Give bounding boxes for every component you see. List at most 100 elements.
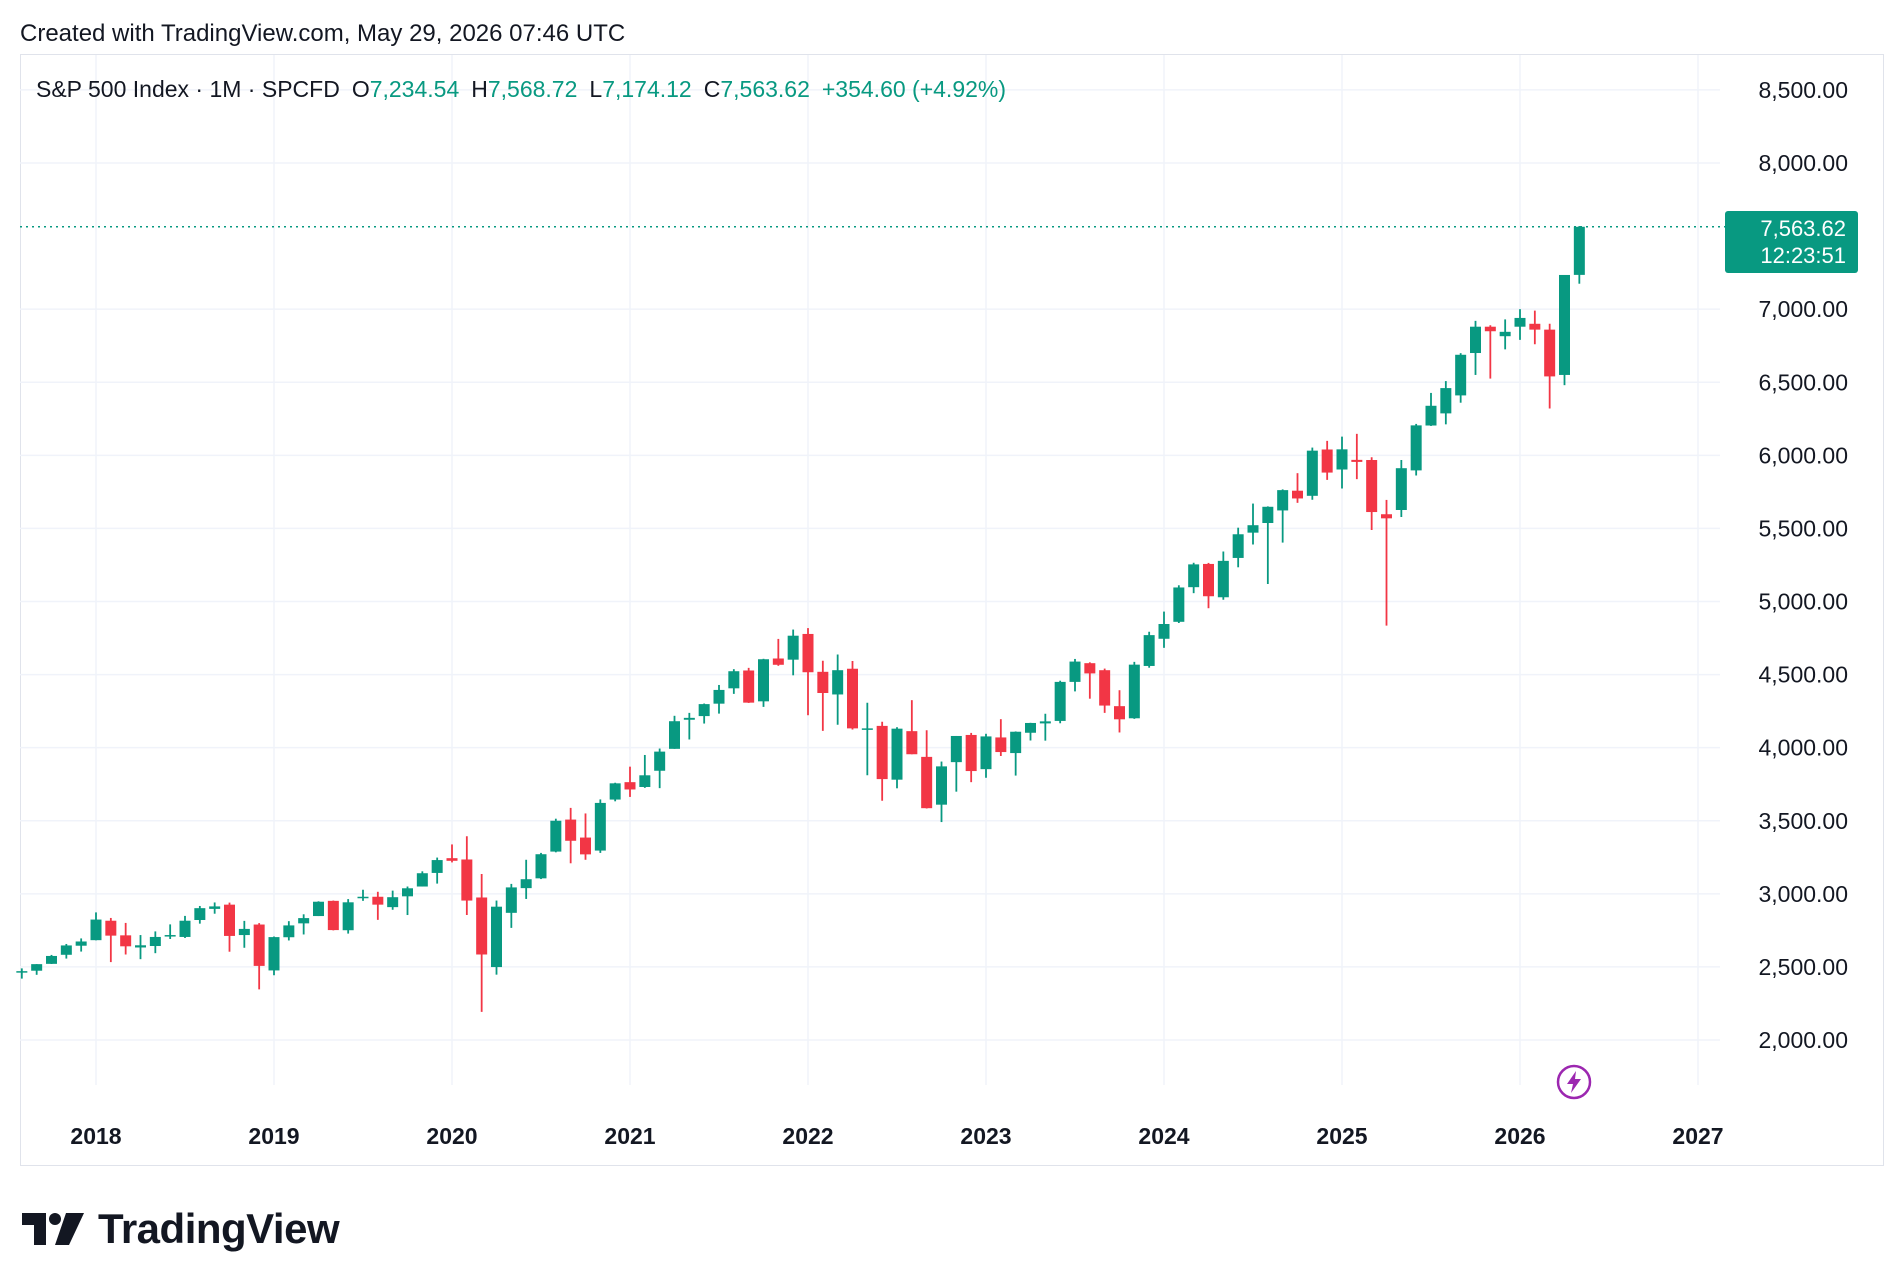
candle-up[interactable] <box>1143 631 1155 668</box>
candle-up[interactable] <box>31 964 43 975</box>
candle-up[interactable] <box>1069 658 1081 692</box>
candle-up[interactable] <box>164 924 176 939</box>
candle-up[interactable] <box>46 954 57 964</box>
candle-up[interactable] <box>1440 381 1452 425</box>
candle-down[interactable] <box>372 891 384 920</box>
candle-down[interactable] <box>1529 310 1541 345</box>
candle-up[interactable] <box>416 871 428 887</box>
candle-down[interactable] <box>1203 562 1214 609</box>
candle-down[interactable] <box>995 719 1007 756</box>
candle-up[interactable] <box>1262 506 1274 584</box>
candle-up[interactable] <box>758 658 769 707</box>
candle-up[interactable] <box>60 943 72 959</box>
candle-up[interactable] <box>936 761 947 823</box>
candle-up[interactable] <box>1559 274 1570 386</box>
candle-up[interactable] <box>1173 585 1185 623</box>
candle-down[interactable] <box>965 732 977 783</box>
candle-up[interactable] <box>535 852 547 880</box>
candle-up[interactable] <box>1054 680 1066 724</box>
candle-down[interactable] <box>1292 473 1303 503</box>
candle-up[interactable] <box>387 890 399 910</box>
candle-up[interactable] <box>1277 489 1289 543</box>
candle-up[interactable] <box>1128 661 1140 719</box>
candle-up[interactable] <box>1306 447 1318 500</box>
candle-up[interactable] <box>520 859 532 899</box>
candle-up[interactable] <box>832 654 844 725</box>
candle-up[interactable] <box>431 857 443 884</box>
candle-up[interactable] <box>194 905 206 924</box>
candle-down[interactable] <box>461 836 473 916</box>
candle-down[interactable] <box>327 900 339 931</box>
candle-up[interactable] <box>283 921 295 941</box>
candle-down[interactable] <box>1321 440 1333 480</box>
candle-up[interactable] <box>609 782 621 802</box>
candle-up[interactable] <box>728 669 740 694</box>
candle-down[interactable] <box>1484 325 1496 379</box>
candle-up[interactable] <box>980 733 992 778</box>
candle-down[interactable] <box>446 844 458 863</box>
candle-down[interactable] <box>253 923 265 990</box>
candle-up[interactable] <box>491 900 502 975</box>
candle-up[interactable] <box>1470 320 1481 375</box>
candle-up[interactable] <box>1232 527 1244 568</box>
candle-up[interactable] <box>683 712 695 740</box>
candle-down[interactable] <box>624 766 636 797</box>
candle-up[interactable] <box>1410 423 1422 476</box>
candle-down[interactable] <box>1114 690 1125 733</box>
candle-up[interactable] <box>268 936 280 976</box>
candle-up[interactable] <box>402 886 413 916</box>
candle-down[interactable] <box>847 660 858 730</box>
candle-down[interactable] <box>1544 323 1556 409</box>
chart-frame[interactable] <box>20 54 1884 1166</box>
legend-symbol[interactable]: S&P 500 Index · 1M · SPCFD <box>36 76 340 102</box>
candle-up[interactable] <box>75 938 87 952</box>
candle-down[interactable] <box>1381 499 1392 626</box>
candle-up[interactable] <box>209 902 221 914</box>
candle-down[interactable] <box>906 700 918 755</box>
candle-down[interactable] <box>224 902 235 952</box>
candle-down[interactable] <box>817 660 829 731</box>
candle-up[interactable] <box>1395 460 1407 518</box>
candle-down[interactable] <box>743 667 755 703</box>
candle-up[interactable] <box>654 748 666 789</box>
candle-up[interactable] <box>950 735 962 792</box>
candle-down[interactable] <box>1366 457 1378 531</box>
candle-down[interactable] <box>921 730 933 809</box>
candle-down[interactable] <box>580 813 591 860</box>
candle-up[interactable] <box>238 920 250 948</box>
candle-up[interactable] <box>1573 226 1585 284</box>
candle-down[interactable] <box>772 638 784 666</box>
candle-up[interactable] <box>357 889 369 901</box>
candle-up[interactable] <box>550 818 562 853</box>
candle-up[interactable] <box>1499 319 1511 350</box>
candle-up[interactable] <box>90 912 102 941</box>
candle-up[interactable] <box>149 931 161 954</box>
tradingview-logo[interactable]: TradingView <box>22 1205 340 1253</box>
candle-up[interactable] <box>1025 722 1036 741</box>
candle-up[interactable] <box>1455 353 1467 403</box>
candle-down[interactable] <box>876 721 888 801</box>
candle-up[interactable] <box>669 715 680 749</box>
candle-down[interactable] <box>1099 668 1111 713</box>
candle-up[interactable] <box>16 968 28 979</box>
candle-down[interactable] <box>1351 433 1363 480</box>
candle-up[interactable] <box>861 702 873 776</box>
candle-up[interactable] <box>1514 309 1526 340</box>
candle-up[interactable] <box>698 703 710 724</box>
candle-up[interactable] <box>1336 436 1348 489</box>
candle-up[interactable] <box>179 915 191 938</box>
candle-up[interactable] <box>1039 713 1051 741</box>
candle-up[interactable] <box>1010 731 1022 776</box>
candle-down[interactable] <box>565 807 577 864</box>
candle-up[interactable] <box>505 883 517 928</box>
candle-up[interactable] <box>1217 551 1229 600</box>
candle-up[interactable] <box>1425 392 1437 426</box>
candle-up[interactable] <box>1247 503 1259 545</box>
candle-up[interactable] <box>787 629 799 676</box>
candle-up[interactable] <box>342 899 354 934</box>
candle-up[interactable] <box>298 914 310 935</box>
candle-down[interactable] <box>105 917 117 963</box>
candle-up[interactable] <box>313 901 324 917</box>
candle-down[interactable] <box>1084 662 1096 699</box>
